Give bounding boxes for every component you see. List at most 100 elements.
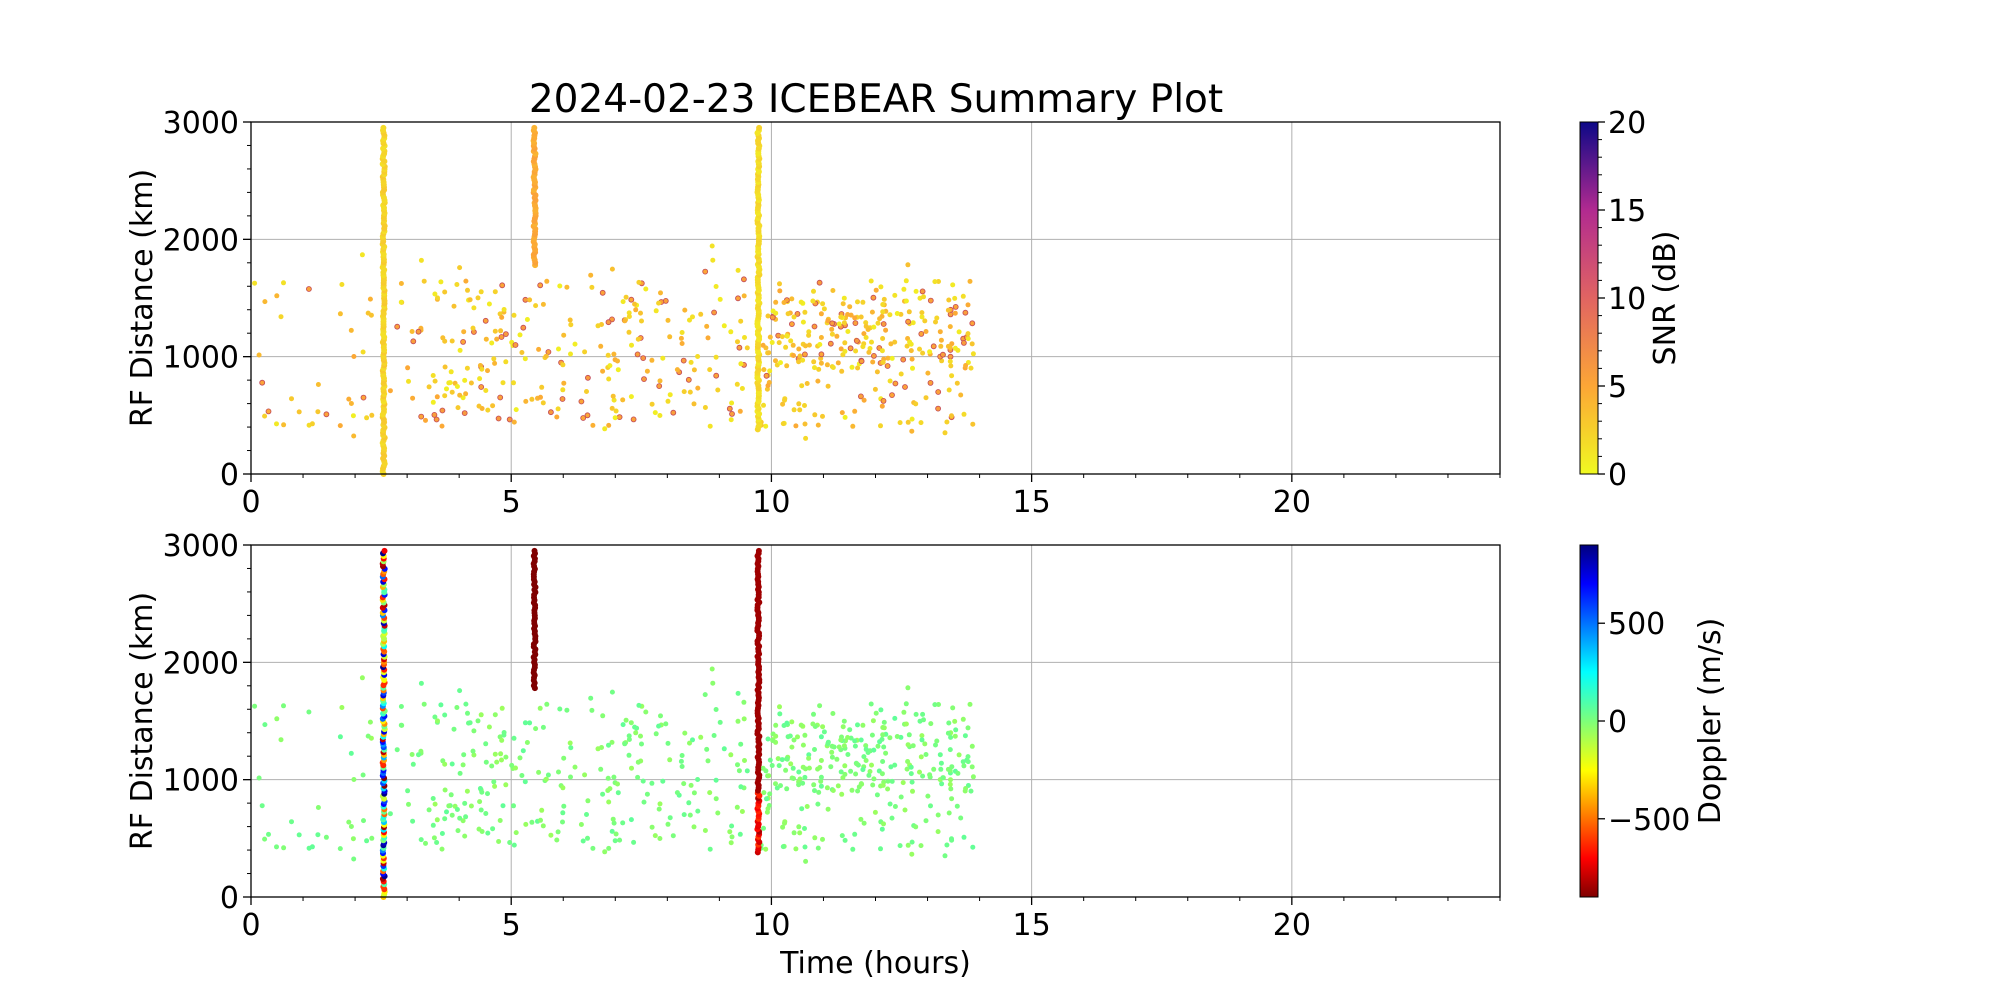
data-point	[812, 747, 817, 752]
data-point	[305, 286, 312, 292]
data-point	[902, 807, 908, 813]
data-point	[628, 296, 635, 303]
data-point	[773, 722, 779, 728]
data-point	[897, 843, 903, 849]
data-point	[274, 716, 280, 722]
data-point	[838, 737, 844, 743]
data-point	[858, 737, 864, 743]
data-point	[909, 839, 915, 845]
data-point	[880, 336, 886, 341]
x-axis-label: Time (hours)	[779, 946, 971, 981]
data-point	[879, 348, 885, 354]
data-point	[556, 346, 561, 352]
data-point	[818, 355, 824, 361]
data-point	[688, 782, 694, 788]
data-point	[442, 816, 448, 822]
data-point	[961, 763, 967, 769]
data-point	[773, 781, 778, 787]
data-point	[790, 342, 796, 348]
data-point	[442, 761, 448, 767]
data-point	[628, 394, 634, 400]
data-point	[773, 310, 779, 316]
data-point	[741, 276, 747, 283]
data-point	[252, 703, 258, 709]
data-point	[691, 401, 697, 407]
data-point	[810, 721, 816, 727]
data-point	[439, 407, 446, 414]
data-point	[922, 318, 928, 324]
data-point	[678, 335, 684, 341]
data-point	[346, 819, 352, 825]
data-point	[483, 388, 489, 393]
data-point	[545, 349, 552, 355]
data-point	[794, 310, 801, 317]
data-point	[705, 758, 711, 764]
data-point	[517, 332, 523, 338]
data-point	[433, 416, 440, 423]
data-point	[903, 721, 909, 727]
data-point	[465, 710, 470, 716]
data-point	[738, 361, 744, 367]
data-point	[256, 352, 262, 358]
data-point	[555, 406, 561, 412]
data-point	[540, 400, 546, 406]
colorbar-tick-label: 0	[1608, 458, 1627, 493]
data-point	[789, 744, 795, 750]
data-point	[782, 820, 787, 826]
data-point	[949, 413, 954, 419]
data-point	[817, 703, 823, 709]
data-point	[455, 828, 461, 834]
data-point	[965, 336, 971, 342]
data-point	[539, 384, 545, 390]
streak-point	[380, 124, 387, 131]
data-point	[947, 358, 953, 364]
data-point	[783, 767, 789, 773]
data-point	[483, 811, 489, 816]
data-point	[790, 765, 796, 771]
data-point	[605, 352, 611, 358]
data-point	[777, 281, 782, 287]
data-point	[869, 309, 875, 315]
data-point	[426, 807, 432, 813]
data-point	[643, 286, 649, 292]
data-point	[585, 798, 591, 804]
data-point	[946, 387, 952, 393]
data-point	[820, 413, 825, 419]
data-point	[435, 718, 440, 724]
data-point	[969, 341, 975, 347]
data-point	[707, 423, 713, 429]
data-point	[965, 725, 971, 731]
data-point	[816, 789, 822, 795]
data-point	[784, 363, 790, 369]
data-point	[523, 821, 529, 827]
data-point	[394, 323, 401, 330]
data-point	[870, 294, 877, 301]
data-point	[346, 396, 352, 402]
data-point	[497, 394, 504, 401]
data-point	[478, 807, 484, 813]
data-point	[538, 394, 543, 400]
data-point	[937, 329, 943, 335]
data-point	[784, 786, 790, 792]
data-point	[656, 723, 662, 729]
data-point	[842, 763, 848, 769]
data-point	[948, 777, 953, 783]
data-point	[641, 376, 647, 383]
data-point	[434, 394, 440, 400]
data-point	[880, 397, 887, 404]
data-point	[804, 381, 810, 386]
data-point	[803, 343, 808, 349]
data-point	[463, 391, 469, 397]
data-point	[841, 320, 847, 326]
data-point	[500, 380, 506, 386]
data-point	[511, 803, 516, 809]
data-point	[867, 346, 873, 351]
data-point	[713, 796, 719, 802]
data-point	[942, 853, 948, 859]
data-point	[938, 760, 944, 766]
data-point	[522, 720, 528, 726]
data-point	[836, 321, 842, 327]
data-point	[572, 341, 578, 347]
data-point	[829, 320, 836, 327]
data-point	[348, 750, 354, 756]
